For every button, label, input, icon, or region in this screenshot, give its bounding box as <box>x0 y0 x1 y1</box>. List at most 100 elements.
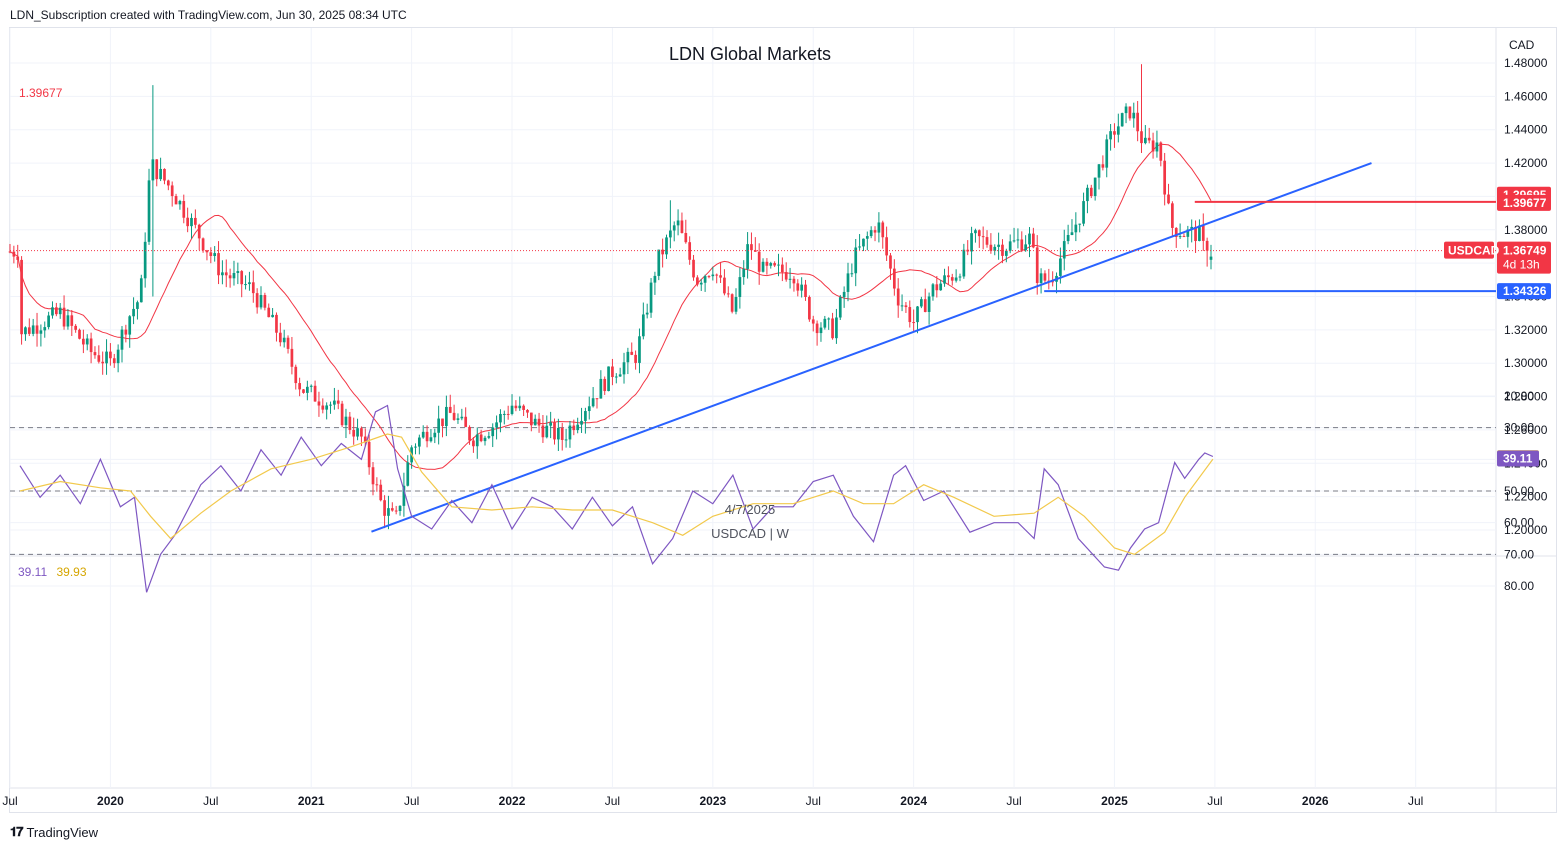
candle-body <box>62 307 66 327</box>
candle-body <box>302 389 305 393</box>
candle-body <box>236 271 240 274</box>
candle-body <box>475 434 479 447</box>
candle-body <box>1078 223 1082 225</box>
price-tick-label: 1.32000 <box>1504 323 1548 337</box>
candle-body <box>78 329 81 339</box>
symbol-tag-label: USDCAD <box>1448 244 1500 258</box>
candle-body <box>873 230 877 233</box>
candle-body <box>1059 258 1062 276</box>
candle-body <box>943 275 946 284</box>
currency-label[interactable]: CAD <box>1509 38 1535 52</box>
candle-body <box>533 418 537 426</box>
candle-body <box>599 378 603 399</box>
candle-body <box>491 427 495 437</box>
candle-body <box>54 307 58 315</box>
candle-body <box>352 429 356 437</box>
candle-body <box>738 277 742 297</box>
candle-body <box>753 250 757 252</box>
candle-body <box>622 362 626 375</box>
price-tick-label: 1.44000 <box>1504 123 1548 137</box>
candle-body <box>989 244 993 251</box>
time-tick-label: Jul <box>2 794 17 808</box>
candle-body <box>495 422 498 428</box>
candle-body <box>97 355 101 362</box>
candle-body <box>1198 225 1201 242</box>
candle-body <box>626 351 630 363</box>
resistance-price-label-2: 1.39677 <box>1503 196 1547 210</box>
candle-body <box>549 422 552 426</box>
brand-label: TradingView <box>26 824 99 840</box>
candle-body <box>43 327 47 331</box>
rsi-tick-label: 70.00 <box>1504 547 1534 561</box>
candle-body <box>433 432 437 438</box>
tradingview-footer[interactable]: 𝟏𝟕 TradingView <box>10 824 98 840</box>
candle-body <box>429 437 433 442</box>
candle-body <box>425 431 429 442</box>
candle-body <box>927 296 931 312</box>
price-tick-label: 1.22000 <box>1504 490 1548 504</box>
candle-body <box>896 288 900 306</box>
candle-body <box>645 312 649 315</box>
trendline <box>371 162 1372 533</box>
candle-body <box>742 268 746 278</box>
support-price-label: 1.34326 <box>1503 284 1547 298</box>
candle-body <box>367 441 371 468</box>
rsi-tick-label: 80.00 <box>1504 579 1534 593</box>
candle-body <box>726 293 730 295</box>
candle-body <box>1074 224 1078 233</box>
candle-body <box>251 282 255 294</box>
rsi-line <box>19 404 1214 593</box>
rsi-layer <box>19 404 1214 593</box>
candle-body <box>591 398 595 407</box>
candle-body <box>24 327 27 335</box>
candle-body <box>711 274 715 277</box>
candle-body <box>1105 139 1109 168</box>
candle-body <box>402 485 406 506</box>
rsi-signal-line <box>19 433 1214 555</box>
candle-body <box>935 284 939 291</box>
candles-layer <box>8 64 1213 530</box>
candle-body <box>85 338 89 345</box>
candle-body <box>1113 131 1116 135</box>
candle-body <box>159 168 162 180</box>
candle-body <box>174 196 178 205</box>
candle-body <box>858 246 861 248</box>
candle-body <box>414 446 417 448</box>
time-tick-label: 2024 <box>900 794 927 808</box>
candle-body <box>190 217 193 227</box>
candle-body <box>456 418 460 420</box>
candle-body <box>638 336 641 363</box>
candle-body <box>950 277 954 281</box>
candle-body <box>1159 142 1163 161</box>
moving-average-layer <box>9 143 1212 470</box>
candle-body <box>1070 232 1074 236</box>
candle-body <box>560 428 564 440</box>
candle-body <box>348 416 352 430</box>
candle-body <box>618 374 622 377</box>
candle-body <box>665 237 668 255</box>
candle-body <box>93 352 97 356</box>
candle-body <box>734 296 738 312</box>
candle-body <box>325 405 329 410</box>
chart-title: LDN Global Markets <box>668 44 832 64</box>
candle-body <box>723 277 726 294</box>
candle-body <box>1182 236 1186 238</box>
candle-body <box>510 405 514 414</box>
candle-body <box>811 319 815 324</box>
time-tick-label: Jul <box>203 794 218 808</box>
candle-body <box>603 378 607 392</box>
candle-body <box>356 428 359 437</box>
candle-body <box>344 416 348 426</box>
time-tick-label: Jul <box>605 794 620 808</box>
candle-body <box>1124 106 1128 114</box>
rsi-tick-label: 50.00 <box>1504 484 1534 498</box>
price-tick-label: 1.46000 <box>1504 89 1548 103</box>
watermark-symbol: USDCAD | W <box>711 526 789 541</box>
candle-body <box>1086 187 1089 202</box>
candle-body <box>112 358 116 364</box>
candle-body <box>31 325 35 334</box>
candle-body <box>750 244 753 251</box>
candle-body <box>201 238 205 251</box>
candle-body <box>1205 240 1209 251</box>
